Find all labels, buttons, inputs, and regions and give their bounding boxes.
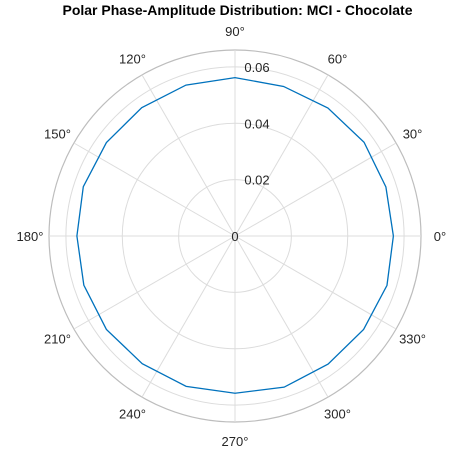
angular-gridline [234, 142, 397, 237]
r-tick-label: 0.02 [244, 173, 269, 188]
angular-gridline [141, 74, 236, 237]
theta-tick-label: 300° [324, 407, 351, 422]
series-line [76, 76, 395, 394]
theta-tick-label: 120° [119, 51, 146, 66]
angular-gridline [234, 235, 397, 330]
angular-gridline [234, 235, 329, 398]
angular-gridline [234, 74, 329, 237]
theta-tick-label: 270° [222, 434, 249, 449]
theta-tick-label: 0° [434, 229, 446, 244]
angular-gridline [73, 142, 236, 237]
r-tick-label: 0.06 [244, 60, 269, 75]
data-layer [76, 76, 395, 394]
angular-gridline [73, 235, 236, 330]
r-tick-label: 0 [231, 229, 238, 244]
theta-tick-label: 60° [328, 51, 348, 66]
theta-tick-label: 150° [44, 127, 71, 142]
tick-labels: 0° 30° 60° 90° 120° 150° 180° 210° 240° 270° 300° 3… [17, 24, 447, 449]
theta-tick-label: 180° [17, 229, 44, 244]
theta-tick-label: 330° [399, 332, 426, 347]
theta-tick-label: 240° [119, 407, 146, 422]
theta-tick-label: 90° [225, 24, 245, 39]
chart-title: Polar Phase-Amplitude Distribution: MCI … [62, 2, 413, 18]
r-tick-label: 0.04 [244, 116, 269, 131]
theta-tick-label: 210° [44, 332, 71, 347]
theta-tick-label: 30° [403, 127, 423, 142]
angular-gridline [141, 235, 236, 398]
polar-grid [48, 49, 422, 423]
